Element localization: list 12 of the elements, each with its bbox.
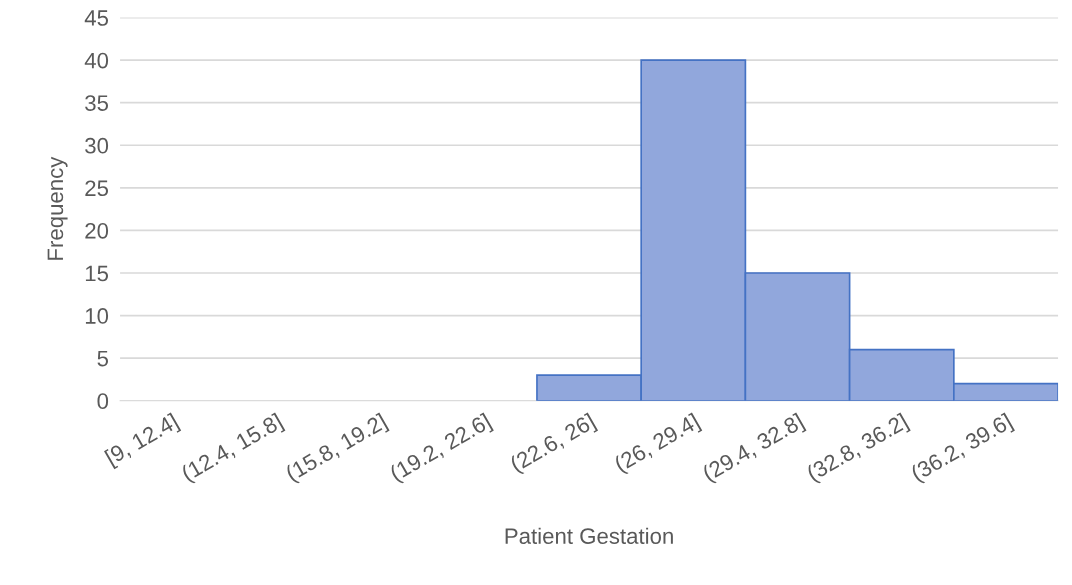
- y-axis-title: Frequency: [47, 156, 68, 260]
- y-tick-label: 40: [84, 52, 109, 69]
- y-tick-label: 25: [85, 180, 109, 197]
- y-tick-label: 45: [84, 10, 109, 26]
- x-axis-title: Patient Gestation: [505, 527, 673, 544]
- y-tick-label: 10: [85, 308, 109, 324]
- y-tick-label: 20: [85, 222, 109, 239]
- y-tick-label: 35: [85, 95, 109, 111]
- y-tick-label: 0: [97, 393, 109, 409]
- y-tick-label: 30: [85, 137, 109, 154]
- y-tick-label: 5: [97, 350, 109, 367]
- y-tick-label: 15: [85, 265, 109, 282]
